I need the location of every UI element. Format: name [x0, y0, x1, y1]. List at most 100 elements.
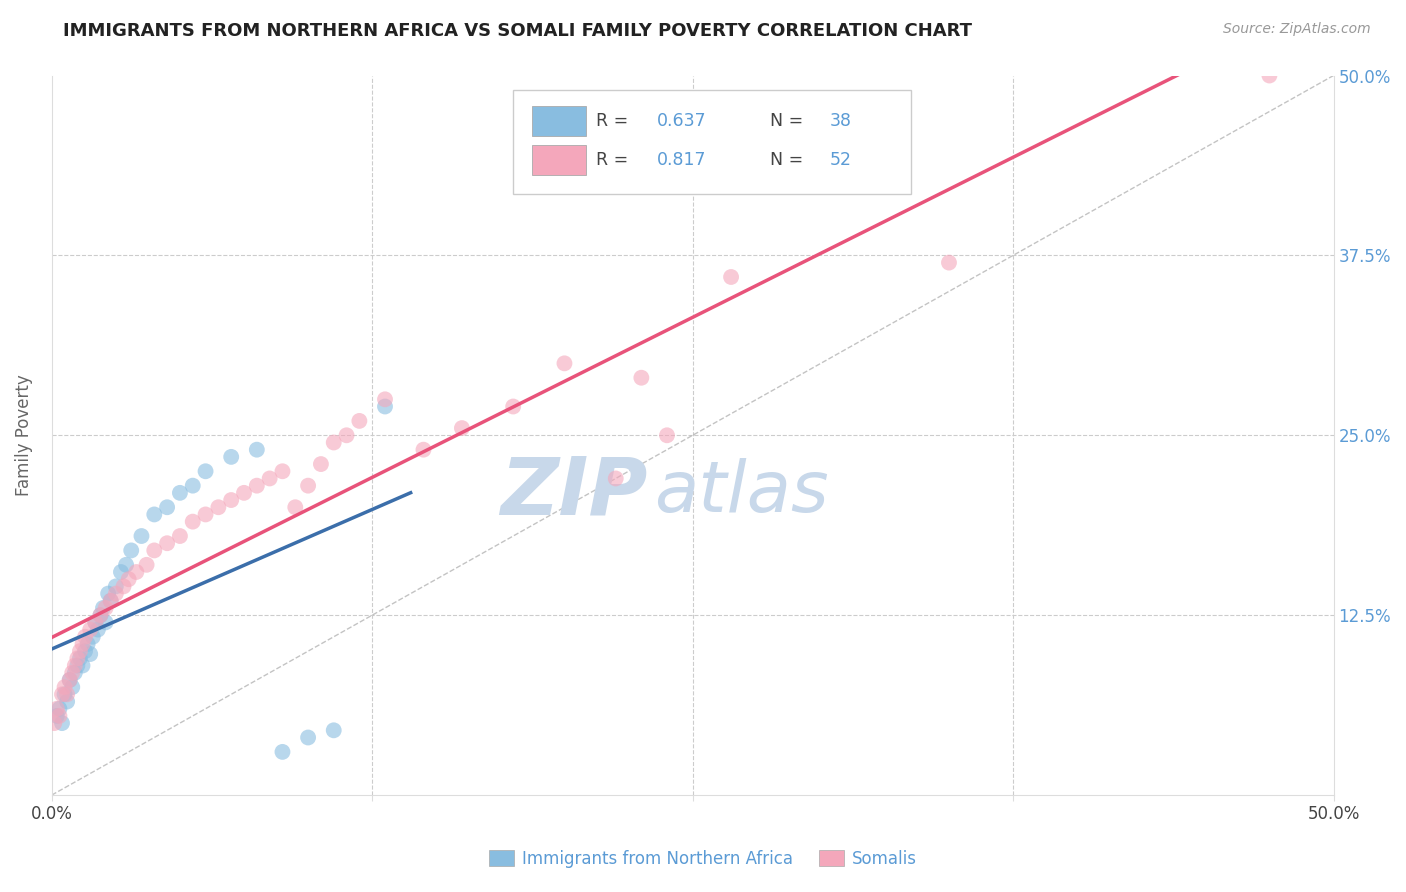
Point — [45, 709, 67, 723]
Legend: Immigrants from Northern Africa, Somalis: Immigrants from Northern Africa, Somalis — [482, 844, 924, 875]
Point — [125, 565, 148, 579]
Text: R =: R = — [596, 112, 634, 130]
Point — [322, 435, 344, 450]
Point — [553, 356, 575, 370]
Point — [104, 586, 127, 600]
FancyBboxPatch shape — [533, 145, 586, 175]
Text: N =: N = — [769, 112, 808, 130]
Point — [246, 478, 269, 492]
Text: 0.637: 0.637 — [657, 112, 706, 130]
Point — [720, 270, 742, 285]
Point — [59, 673, 82, 687]
Point — [655, 428, 678, 442]
Point — [451, 421, 474, 435]
Point — [169, 486, 191, 500]
Point — [60, 680, 83, 694]
Point — [110, 565, 132, 579]
Point — [66, 651, 89, 665]
Point — [374, 392, 396, 407]
Point — [72, 637, 94, 651]
Point — [69, 651, 91, 665]
Point — [938, 255, 960, 269]
Point — [115, 558, 138, 572]
Point — [53, 680, 76, 694]
Point — [349, 414, 371, 428]
Point — [246, 442, 269, 457]
Point — [143, 508, 166, 522]
Point — [79, 623, 101, 637]
Point — [135, 558, 157, 572]
Point — [53, 687, 76, 701]
Text: R =: R = — [596, 151, 634, 169]
Point — [169, 529, 191, 543]
Point — [84, 615, 107, 630]
Point — [309, 457, 332, 471]
Point — [84, 615, 107, 630]
Point — [75, 630, 97, 644]
Point — [89, 608, 111, 623]
Y-axis label: Family Poverty: Family Poverty — [15, 375, 32, 496]
Point — [66, 658, 89, 673]
Point — [271, 464, 294, 478]
Point — [156, 500, 179, 515]
Point — [100, 594, 122, 608]
Point — [271, 745, 294, 759]
Point — [207, 500, 229, 515]
Point — [120, 543, 142, 558]
Point — [63, 658, 86, 673]
Point — [91, 601, 114, 615]
Point — [48, 702, 70, 716]
Point — [374, 400, 396, 414]
Point — [181, 478, 204, 492]
FancyBboxPatch shape — [533, 106, 586, 136]
Point — [75, 644, 97, 658]
Point — [89, 608, 111, 623]
Point — [412, 442, 434, 457]
Point — [104, 579, 127, 593]
Point — [194, 508, 217, 522]
Point — [1258, 69, 1281, 83]
Point — [56, 694, 79, 708]
Text: 52: 52 — [830, 151, 852, 169]
Point — [94, 601, 117, 615]
Point — [45, 702, 67, 716]
Point — [156, 536, 179, 550]
Point — [100, 594, 122, 608]
Point — [131, 529, 153, 543]
Point — [118, 572, 141, 586]
Point — [297, 731, 319, 745]
Point — [44, 716, 66, 731]
Text: ZIP: ZIP — [501, 454, 648, 532]
Point — [605, 471, 627, 485]
Point — [233, 486, 256, 500]
Point — [59, 673, 82, 687]
Point — [219, 450, 242, 464]
Point — [76, 637, 98, 651]
Point — [322, 723, 344, 738]
Point — [284, 500, 307, 515]
Point — [79, 647, 101, 661]
Point — [112, 579, 135, 593]
Point — [194, 464, 217, 478]
Point — [297, 478, 319, 492]
Point — [259, 471, 281, 485]
Point — [502, 400, 524, 414]
Point — [758, 169, 780, 184]
Point — [82, 630, 104, 644]
Point — [56, 687, 79, 701]
Text: atlas: atlas — [654, 458, 828, 527]
Point — [48, 709, 70, 723]
Point — [181, 515, 204, 529]
Point — [219, 493, 242, 508]
Point — [51, 716, 73, 731]
Point — [630, 370, 652, 384]
FancyBboxPatch shape — [513, 90, 911, 194]
Text: 38: 38 — [830, 112, 852, 130]
Text: Source: ZipAtlas.com: Source: ZipAtlas.com — [1223, 22, 1371, 37]
Point — [143, 543, 166, 558]
Point — [87, 623, 110, 637]
Point — [51, 687, 73, 701]
Point — [97, 586, 120, 600]
Point — [69, 644, 91, 658]
Point — [335, 428, 357, 442]
